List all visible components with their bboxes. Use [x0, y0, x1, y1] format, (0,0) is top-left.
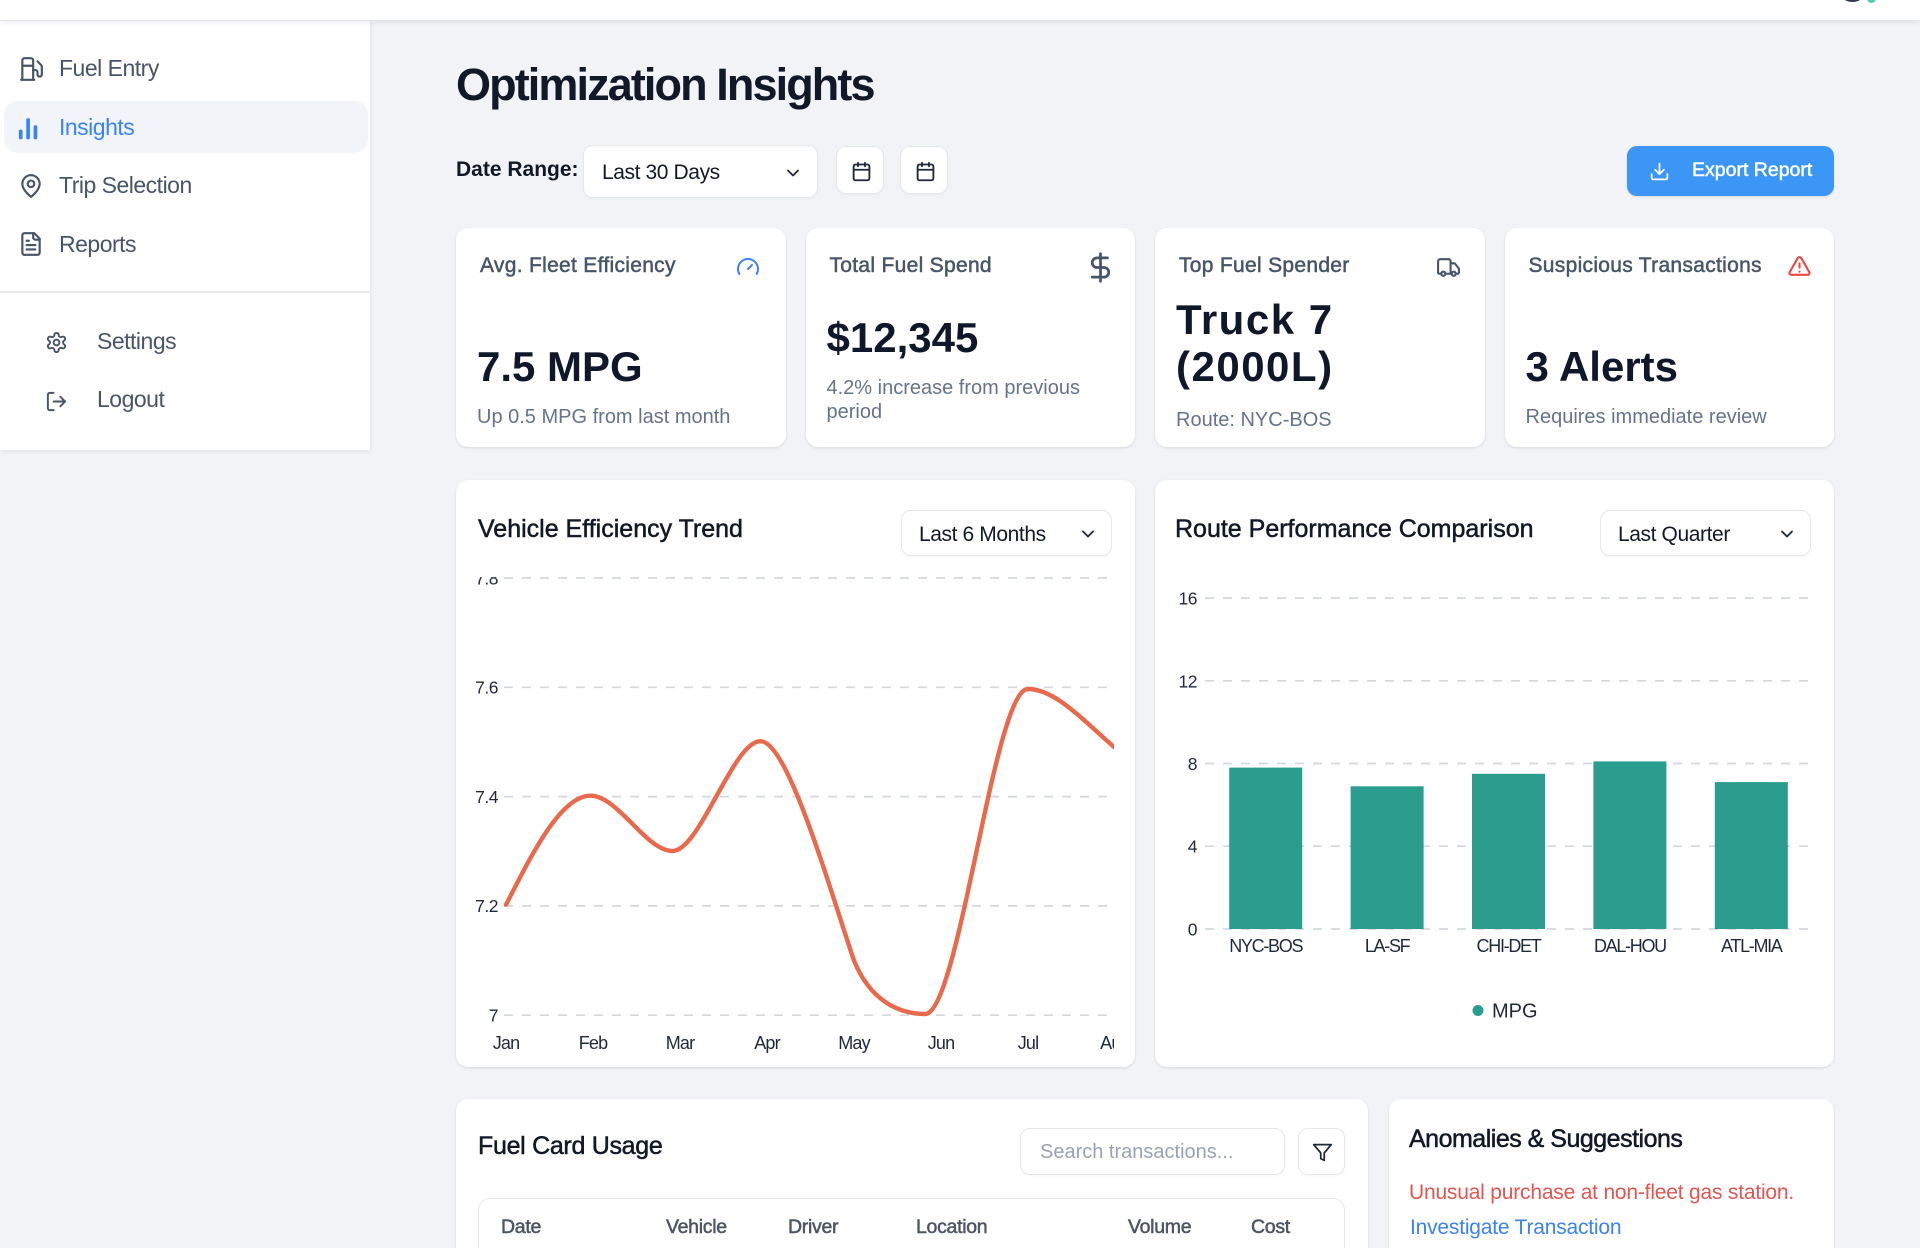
- svg-text:Apr: Apr: [754, 1033, 780, 1053]
- svg-text:0: 0: [1188, 920, 1198, 940]
- svg-text:LA-SF: LA-SF: [1365, 936, 1411, 956]
- svg-text:DAL-HOU: DAL-HOU: [1594, 936, 1666, 956]
- svg-text:MPG: MPG: [1492, 1001, 1538, 1023]
- svg-text:ATL-MIA: ATL-MIA: [1721, 936, 1783, 956]
- svg-text:7: 7: [489, 1006, 498, 1026]
- svg-text:Jul: Jul: [1018, 1033, 1039, 1053]
- svg-text:4: 4: [1188, 837, 1198, 857]
- svg-text:Jan: Jan: [493, 1033, 520, 1053]
- svg-text:7.8: 7.8: [475, 577, 498, 588]
- svg-text:7.2: 7.2: [475, 896, 498, 916]
- svg-text:May: May: [838, 1033, 870, 1053]
- svg-text:12: 12: [1179, 671, 1197, 691]
- svg-text:16: 16: [1179, 589, 1197, 609]
- svg-text:8: 8: [1188, 754, 1197, 774]
- svg-text:Jun: Jun: [928, 1033, 955, 1053]
- svg-text:Aug: Aug: [1100, 1033, 1130, 1053]
- svg-text:7.6: 7.6: [475, 678, 498, 698]
- svg-text:7.4: 7.4: [475, 787, 499, 807]
- svg-text:NYC-BOS: NYC-BOS: [1229, 936, 1303, 956]
- svg-text:CHI-DET: CHI-DET: [1477, 936, 1542, 956]
- svg-text:Mar: Mar: [666, 1033, 695, 1053]
- svg-text:Feb: Feb: [579, 1033, 608, 1053]
